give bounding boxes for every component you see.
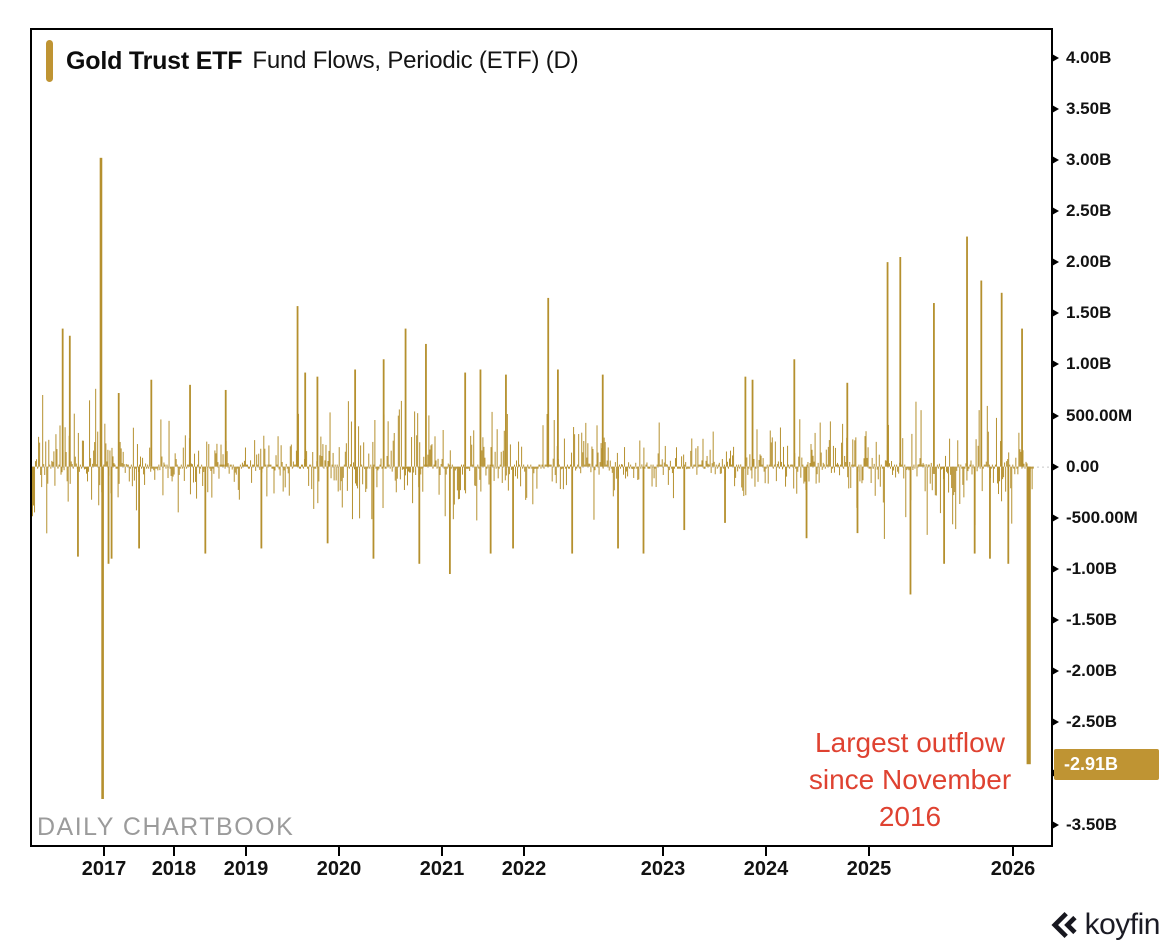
y-axis-tick bbox=[1052, 258, 1059, 267]
x-axis-tick bbox=[244, 847, 247, 856]
annotation-line: Largest outflow bbox=[815, 727, 1005, 758]
annotation-line: 2016 bbox=[878, 801, 942, 832]
y-axis-label: -2.50B bbox=[1066, 712, 1118, 732]
y-axis-tick bbox=[1052, 309, 1059, 318]
y-axis-label: 1.50B bbox=[1066, 303, 1112, 323]
y-axis-label: -2.00B bbox=[1066, 661, 1118, 681]
y-axis-label: 4.00B bbox=[1066, 47, 1112, 67]
annotation-line: since November bbox=[808, 764, 1012, 795]
y-axis-label: -3.50B bbox=[1066, 814, 1118, 834]
y-axis-tick bbox=[1052, 360, 1059, 369]
koyfin-logo: koyfin bbox=[1050, 908, 1161, 942]
x-axis-tick bbox=[522, 847, 525, 856]
y-axis-tick bbox=[1052, 206, 1059, 215]
koyfin-logo-text: koyfin bbox=[1084, 908, 1161, 941]
x-axis-tick bbox=[441, 847, 444, 856]
y-axis-tick bbox=[1052, 411, 1059, 420]
y-axis-label: 0.00 bbox=[1066, 456, 1100, 476]
y-axis-label: -1.50B bbox=[1066, 610, 1118, 630]
x-axis-label: 2024 bbox=[743, 858, 789, 880]
last-value-badge: -2.91B bbox=[1054, 748, 1159, 780]
y-axis-tick bbox=[1052, 820, 1059, 829]
y-axis-tick bbox=[1052, 155, 1059, 164]
y-axis-label: 3.00B bbox=[1066, 149, 1112, 169]
y-axis-label: 2.50B bbox=[1066, 200, 1112, 220]
y-axis-label: 1.00B bbox=[1066, 354, 1112, 374]
series-color-key bbox=[46, 40, 53, 82]
y-axis-tick bbox=[1052, 104, 1059, 113]
x-axis-label: 2018 bbox=[151, 858, 197, 880]
annotation-largest-outflow: Largest outflow since November 2016 bbox=[730, 724, 1090, 835]
koyfin-chevrons-icon bbox=[1051, 911, 1077, 939]
y-axis-label: -500.00M bbox=[1066, 507, 1138, 527]
x-axis-label: 2022 bbox=[501, 858, 547, 880]
y-axis-tick bbox=[1052, 53, 1059, 62]
x-axis-label: 2017 bbox=[81, 858, 127, 880]
x-axis-label: 2025 bbox=[846, 858, 892, 880]
y-axis-tick bbox=[1052, 718, 1059, 727]
y-axis-tick bbox=[1052, 667, 1059, 676]
y-axis-label: -1.00B bbox=[1066, 558, 1118, 578]
x-axis-tick bbox=[103, 847, 106, 856]
y-axis-label: 2.00B bbox=[1066, 252, 1112, 272]
x-axis-tick bbox=[172, 847, 175, 856]
x-axis-label: 2026 bbox=[990, 858, 1036, 880]
x-axis-label: 2021 bbox=[419, 858, 465, 880]
y-axis-tick bbox=[1052, 513, 1059, 522]
fund-flows-bar-series bbox=[32, 30, 1051, 845]
chart-title-metric: Fund Flows, Periodic (ETF) (D) bbox=[252, 47, 579, 74]
chart-title: Gold Trust ETF Fund Flows, Periodic (ETF… bbox=[46, 40, 579, 82]
y-axis-tick bbox=[1052, 564, 1059, 573]
x-axis-tick bbox=[868, 847, 870, 856]
x-axis-tick bbox=[661, 847, 664, 856]
daily-chartbook-watermark: DAILY CHARTBOOK bbox=[37, 813, 295, 841]
y-axis-tick bbox=[1052, 462, 1059, 471]
x-axis-tick bbox=[338, 847, 341, 856]
chart-title-ticker: Gold Trust ETF bbox=[66, 46, 243, 75]
y-axis-label: 3.50B bbox=[1066, 98, 1112, 118]
y-axis-tick bbox=[1052, 616, 1059, 625]
x-axis-tick bbox=[764, 847, 767, 856]
x-axis-label: 2019 bbox=[223, 858, 269, 880]
plot-frame: Gold Trust ETF Fund Flows, Periodic (ETF… bbox=[30, 28, 1053, 847]
x-axis-label: 2020 bbox=[316, 858, 362, 880]
x-axis-label: 2023 bbox=[640, 858, 686, 880]
y-axis-label: 500.00M bbox=[1066, 405, 1133, 425]
x-axis-tick bbox=[1011, 847, 1014, 856]
